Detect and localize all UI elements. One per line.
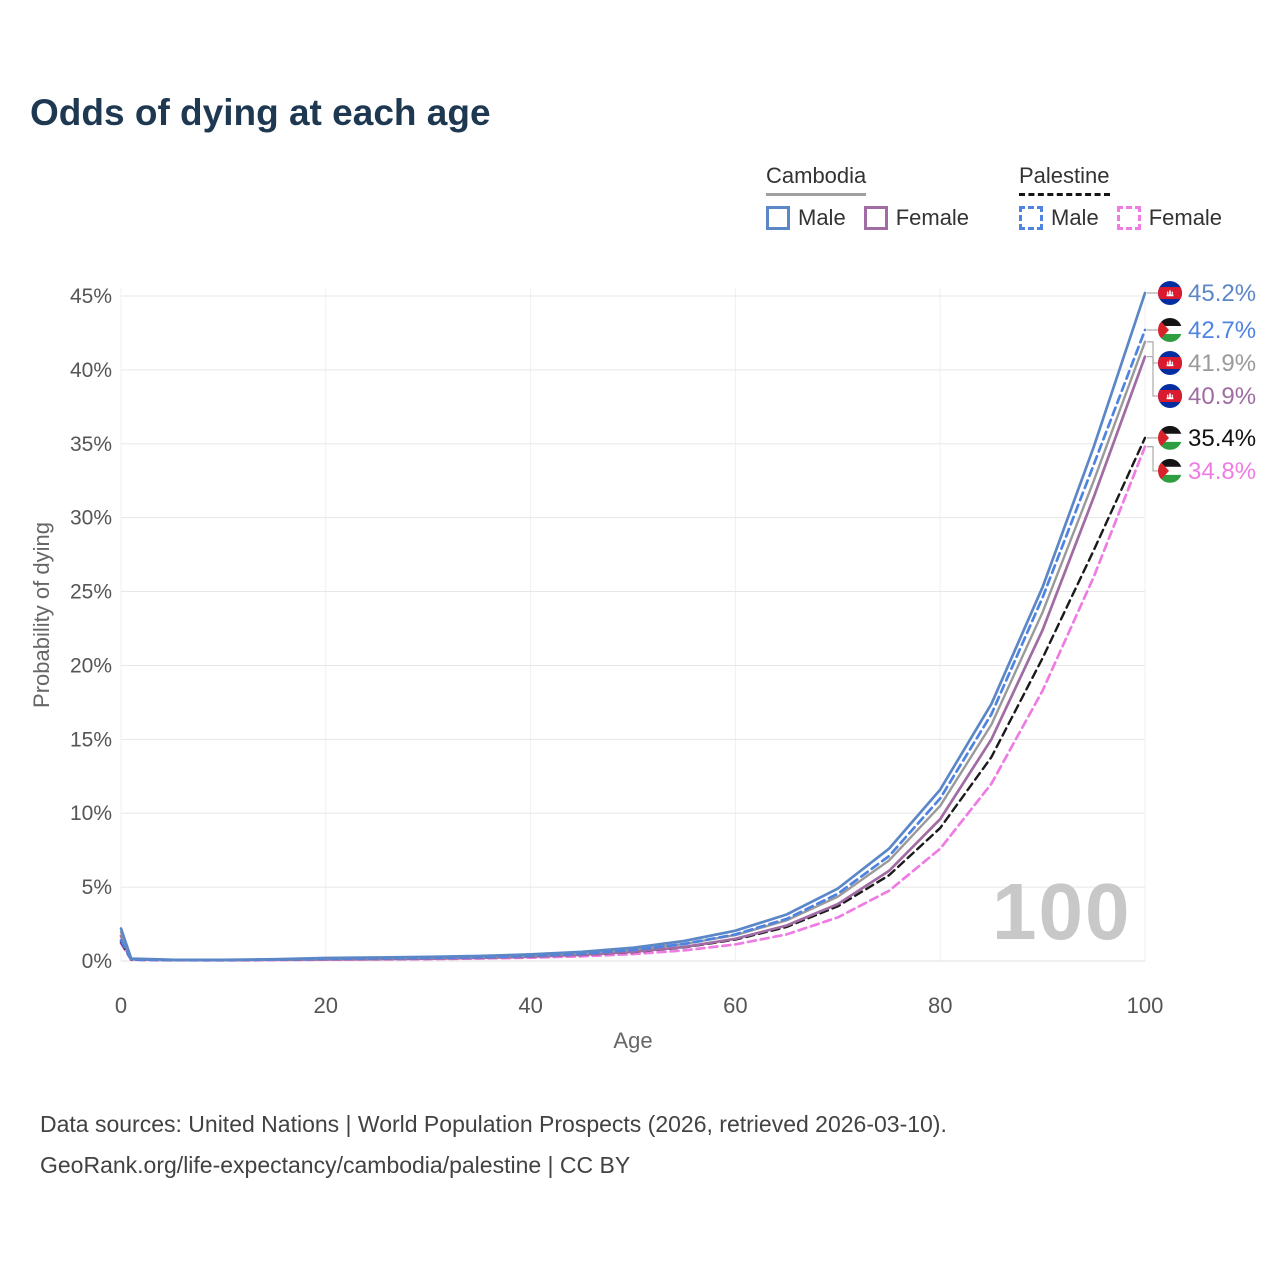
legend-item-palestine-male[interactable]: Male [1019, 205, 1099, 231]
y-tick-label: 10% [70, 802, 112, 825]
cambodia-flag-icon [1158, 281, 1182, 305]
y-tick-label: 15% [70, 728, 112, 751]
end-value-label-palestine-female: 34.8% [1188, 458, 1256, 485]
palestine-male-swatch-icon [1019, 206, 1043, 230]
legend-item-cambodia-male[interactable]: Male [766, 205, 846, 231]
series-layer [119, 291, 1147, 962]
y-tick-label: 45% [70, 285, 112, 308]
end-label-connector [1147, 446, 1158, 472]
y-axis-title: Probability of dying [29, 522, 54, 708]
cambodia-male-swatch-icon [766, 206, 790, 230]
x-tick-label: 40 [518, 993, 542, 1018]
palestine-flag-icon [1158, 318, 1182, 342]
cambodia-flag-icon [1158, 351, 1182, 375]
age-counter-watermark: 100 [992, 867, 1132, 956]
x-tick-label: 60 [723, 993, 747, 1018]
end-value-label-cambodia-female: 40.9% [1188, 383, 1256, 410]
y-tick-label: 40% [70, 359, 112, 382]
legend-label-palestine-female: Female [1148, 205, 1223, 230]
legend-item-cambodia-female[interactable]: Female [863, 205, 970, 231]
legend-label-cambodia-female: Female [895, 205, 970, 230]
legend-heading-cambodia[interactable]: Cambodia [766, 163, 867, 196]
x-tick-label: 0 [115, 993, 127, 1018]
data-sources-line: Data sources: United Nations | World Pop… [40, 1111, 947, 1137]
y-tick-label: 30% [70, 507, 112, 530]
legend-label-cambodia-male: Male [798, 205, 846, 230]
legend-group-cambodia: Cambodia Male Female [766, 163, 969, 231]
x-tick-label: 20 [314, 993, 338, 1018]
end-value-label-cambodia-male: 45.2% [1188, 280, 1256, 307]
footer: Data sources: United Nations | World Pop… [40, 1104, 947, 1186]
y-tick-label: 25% [70, 581, 112, 604]
legend-items-cambodia: Male Female [766, 205, 969, 231]
y-tick-label: 5% [82, 876, 112, 899]
end-label-layer: 45.2% 42.7% 41.9% 40.9% 35.4% 34.8% [1147, 280, 1256, 485]
tick-layer: 0% 5% 10% 15% 20% 25% 30% 35% 40% 45% 0 20 40 60 80 100 [70, 285, 1163, 1018]
palestine-flag-icon [1158, 426, 1182, 450]
series-line-palestine-male [119, 328, 1147, 962]
x-tick-label: 80 [928, 993, 952, 1018]
attribution-line: GeoRank.org/life-expectancy/cambodia/pal… [40, 1152, 631, 1178]
end-label-connector [1147, 341, 1158, 364]
legend-group-palestine: Palestine Male Female [1019, 163, 1222, 231]
end-value-label-cambodia-total: 41.9% [1188, 350, 1256, 377]
end-value-label-palestine-male: 42.7% [1188, 317, 1256, 344]
legend-item-palestine-female[interactable]: Female [1116, 205, 1223, 231]
cambodia-flag-icon [1158, 384, 1182, 408]
y-tick-label: 0% [82, 950, 112, 973]
end-value-label-palestine-total: 35.4% [1188, 425, 1256, 452]
y-tick-label: 35% [70, 433, 112, 456]
grid-layer [120, 288, 1146, 962]
x-tick-label: 100 [1127, 993, 1164, 1018]
series-line-cambodia-male [119, 291, 1147, 962]
cambodia-female-swatch-icon [863, 206, 888, 230]
legend-label-palestine-male: Male [1051, 205, 1099, 230]
legend-items-palestine: Male Female [1019, 205, 1222, 231]
x-axis-title: Age [613, 1028, 653, 1053]
palestine-flag-icon [1158, 459, 1182, 483]
y-tick-label: 20% [70, 654, 112, 677]
end-label-connector [1147, 355, 1158, 397]
legend-heading-palestine[interactable]: Palestine [1019, 163, 1110, 196]
page-title: Odds of dying at each age [30, 92, 491, 133]
palestine-female-swatch-icon [1116, 206, 1141, 230]
